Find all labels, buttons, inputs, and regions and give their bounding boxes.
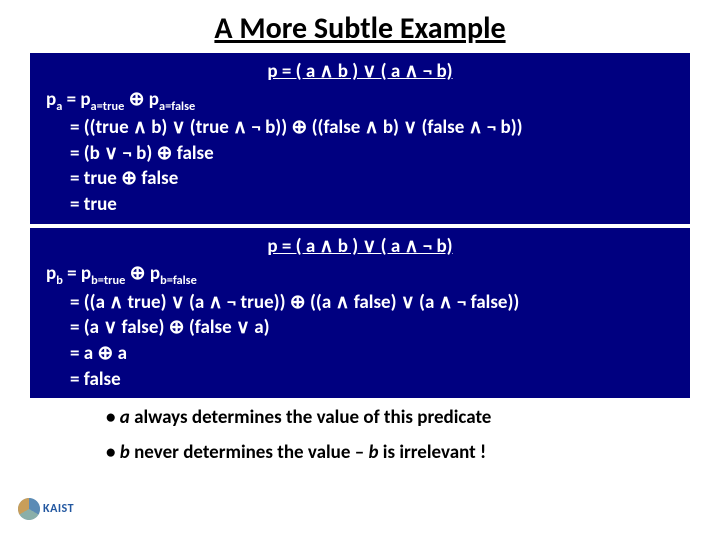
- derivation-box-a: p = ( a ∧ b ) ∨ ( a ∧ ¬ b) pa = pa=true …: [30, 53, 690, 224]
- formula-b: p = ( a ∧ b ) ∨ ( a ∧ ¬ b): [42, 234, 678, 260]
- pa-op: ⊕ p: [124, 88, 159, 111]
- bullet-1: • a always determines the value of this …: [106, 404, 690, 433]
- pb-eq: = p: [63, 262, 91, 285]
- bullet-2-mid: never determines the value –: [130, 441, 369, 464]
- kaist-logo-text: KAIST: [43, 502, 74, 516]
- deriv-b-line2: = ((a ∧ true) ∨ (a ∧ ¬ true)) ⊕ ((a ∧ fa…: [42, 290, 678, 316]
- deriv-a-line1: pa = pa=true ⊕ pa=false: [42, 87, 678, 115]
- bullet-1-text: always determines the value of this pred…: [130, 406, 492, 429]
- pb-op: ⊕ p: [125, 262, 160, 285]
- pb-sub1: b: [56, 273, 63, 288]
- deriv-b-line3: = (a ∨ false) ⊕ (false ∨ a): [42, 315, 678, 341]
- pa-eq: = p: [62, 88, 90, 111]
- pa-sub3: a=false: [159, 98, 195, 113]
- bullet-2-var2: b: [368, 441, 378, 464]
- pb-sub3: b=false: [160, 273, 197, 288]
- deriv-b-line1: pb = pb=true ⊕ pb=false: [42, 261, 678, 289]
- kaist-logo: KAIST: [18, 498, 74, 520]
- deriv-b-line4: = a ⊕ a: [42, 341, 678, 367]
- bullet-1-marker: •: [106, 406, 120, 429]
- deriv-a-line3: = (b ∨ ¬ b) ⊕ false: [42, 141, 678, 167]
- pa-sym: p: [46, 88, 56, 111]
- deriv-b-line5: = false: [42, 367, 678, 393]
- kaist-logo-icon: [18, 498, 40, 520]
- bullet-2: • b never determines the value – b is ir…: [106, 439, 690, 468]
- pb-sym: p: [46, 262, 56, 285]
- bullet-list: • a always determines the value of this …: [30, 404, 690, 467]
- bullet-2-post: is irrelevant !: [379, 441, 487, 464]
- bullet-2-marker: •: [106, 441, 120, 464]
- derivation-box-b: p = ( a ∧ b ) ∨ ( a ∧ ¬ b) pb = pb=true …: [30, 228, 690, 399]
- deriv-a-line4: = true ⊕ false: [42, 166, 678, 192]
- bullet-2-var1: b: [120, 441, 130, 464]
- bullet-1-var: a: [120, 406, 130, 429]
- pa-sub2: a=true: [91, 98, 125, 113]
- deriv-a-line2: = ((true ∧ b) ∨ (true ∧ ¬ b)) ⊕ ((false …: [42, 115, 678, 141]
- deriv-a-line5: = true: [42, 192, 678, 218]
- formula-a: p = ( a ∧ b ) ∨ ( a ∧ ¬ b): [42, 59, 678, 85]
- slide-title: A More Subtle Example: [30, 10, 690, 47]
- pb-sub2: b=true: [91, 273, 125, 288]
